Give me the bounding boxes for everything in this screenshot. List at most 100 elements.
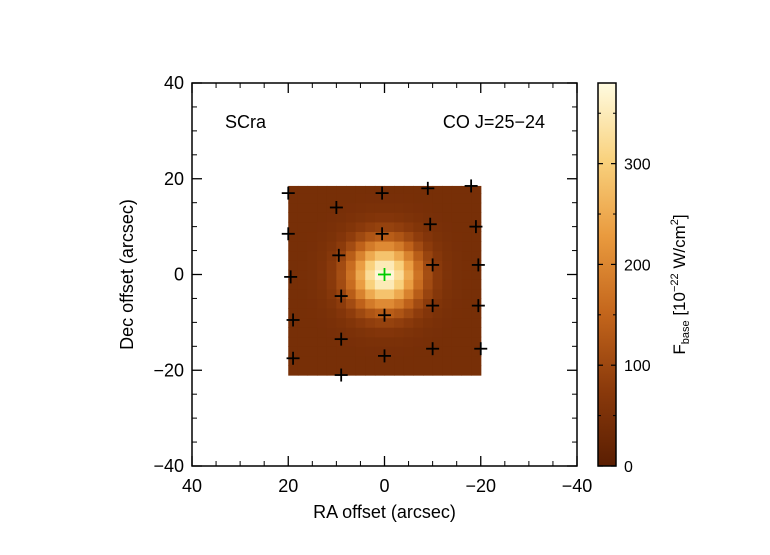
heatmap-cell [394, 298, 405, 309]
colorbar-label-sub: base [680, 320, 692, 344]
heatmap-cell [384, 260, 395, 271]
heatmap-cell [413, 240, 424, 252]
colorbar-label-main: F [670, 344, 689, 354]
colorbar-label: Fbase [10−22 W/cm2] [669, 214, 692, 354]
heatmap-cell [384, 279, 395, 290]
heatmap-cell [461, 279, 472, 290]
heatmap-cell [346, 202, 357, 213]
heatmap-cell [432, 298, 443, 309]
heatmap-cell [423, 250, 434, 261]
heatmap-cell [442, 240, 453, 252]
heatmap-cell [365, 240, 376, 252]
heatmap-cell [461, 365, 472, 376]
heatmap-cell [297, 355, 309, 367]
heatmap-cell [451, 250, 463, 261]
heatmap-cell [288, 308, 299, 319]
heatmap-cell [451, 193, 463, 204]
heatmap-cell [346, 317, 357, 328]
heatmap-cell [317, 221, 328, 233]
heatmap-cell [403, 336, 414, 347]
heatmap-cell [355, 185, 366, 194]
heatmap-cell [326, 355, 337, 367]
heatmap-cell [374, 250, 386, 261]
heatmap-cell [461, 288, 472, 300]
heatmap-cell [471, 365, 482, 376]
heatmap-cell [403, 308, 414, 319]
heatmap-cell [423, 308, 434, 319]
heatmap-cell [413, 202, 424, 213]
heatmap-cell [413, 279, 424, 290]
spaxel-marker [378, 308, 391, 322]
heatmap-cell [461, 298, 472, 309]
heatmap-cell [346, 327, 357, 338]
heatmap-cell [413, 221, 424, 233]
heatmap-cell [374, 288, 386, 300]
heatmap-cell [297, 193, 309, 204]
x-tick-label: 20 [278, 476, 298, 496]
spaxel-marker [281, 227, 295, 241]
heatmap-cell [384, 327, 395, 338]
heatmap-cell [471, 279, 482, 290]
heatmap-cell [384, 308, 395, 319]
heatmap-cell [346, 185, 357, 194]
heatmap-cell [432, 317, 443, 328]
heatmap-cell [451, 240, 463, 252]
heatmap-cell [384, 317, 395, 328]
heatmap-cell [413, 355, 424, 367]
heatmap-cell [471, 317, 482, 328]
line-label: CO J=25−24 [443, 112, 545, 132]
heatmap-cell [297, 221, 309, 233]
heatmap-cell [307, 193, 318, 204]
heatmap-cell [355, 317, 366, 328]
heatmap-cell [307, 185, 318, 194]
colorbar-ticks: 0 100 200 300 [598, 112, 651, 476]
heatmap-cell [288, 250, 299, 261]
heatmap-cell [355, 336, 366, 347]
heatmap [288, 185, 482, 376]
heatmap-cell [442, 365, 453, 376]
heatmap-cell [317, 355, 328, 367]
heatmap-cell [365, 212, 376, 223]
heatmap-cell [442, 346, 453, 357]
heatmap-cell [432, 327, 443, 338]
heatmap-cell [326, 365, 337, 376]
heatmap-cell [326, 298, 337, 309]
heatmap-cell [471, 269, 482, 280]
heatmap-cell [413, 365, 424, 376]
heatmap-cell [326, 260, 337, 271]
heatmap-cell [317, 260, 328, 271]
heatmap-cell [403, 240, 414, 252]
heatmap-cell [365, 250, 376, 261]
heatmap-cell [374, 355, 386, 367]
heatmap-cell [374, 317, 386, 328]
heatmap-cell [413, 212, 424, 223]
heatmap-cell [307, 327, 318, 338]
heatmap-cell [317, 298, 328, 309]
spaxel-marker [421, 181, 435, 195]
spaxel-markers [281, 179, 488, 382]
heatmap-cell [355, 298, 366, 309]
heatmap-cell [307, 365, 318, 376]
heatmap-cell [336, 185, 347, 194]
heatmap-cell [307, 288, 318, 300]
colorbar-tick-label: 0 [624, 459, 633, 476]
spaxel-marker [334, 289, 348, 303]
heatmap-cell [451, 185, 463, 194]
heatmap-cell [307, 231, 318, 242]
spaxel-marker [286, 351, 300, 365]
heatmap-cell [451, 308, 463, 319]
heatmap-cell [451, 365, 463, 376]
heatmap-cell [365, 327, 376, 338]
heatmap-cell [461, 212, 472, 223]
y-tick-label: 0 [174, 265, 184, 285]
heatmap-cell [288, 298, 299, 309]
heatmap-cell [355, 202, 366, 213]
heatmap-cell [403, 288, 414, 300]
heatmap-cell [365, 221, 376, 233]
heatmap-cell [442, 317, 453, 328]
heatmap-cell [384, 193, 395, 204]
heatmap-cell [432, 212, 443, 223]
heatmap-cell [374, 202, 386, 213]
heatmap-cell [432, 336, 443, 347]
heatmap-cell [442, 355, 453, 367]
